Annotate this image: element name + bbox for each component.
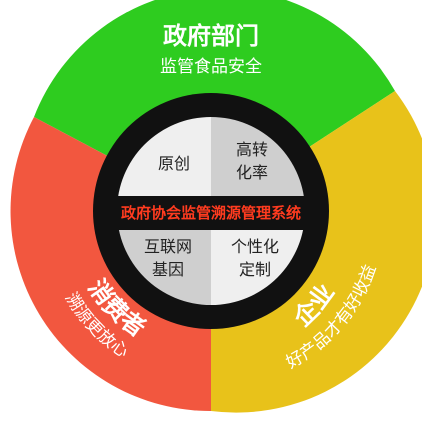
quadrant-bottom-right-label-2: 定制 xyxy=(239,260,271,279)
quadrant-bottom-right-label-1: 个性化 xyxy=(231,237,279,256)
quadrant-top-right-label-1: 高转 xyxy=(236,140,268,159)
quadrant-bottom-left xyxy=(117,211,211,305)
quadrant-bottom-left-label-2: 基因 xyxy=(152,260,184,279)
government-subtitle: 监管食品安全 xyxy=(160,57,262,77)
quadrant-bottom-left-label-1: 互联网 xyxy=(144,237,192,256)
quadrant-top-right xyxy=(211,117,305,211)
center-label: 政府协会监管溯源管理系统 xyxy=(121,204,301,222)
quadrant-top-right-label-2: 化率 xyxy=(236,163,268,182)
quadrant-top-left-label: 原创 xyxy=(158,154,190,173)
quadrant-top-left xyxy=(117,117,211,211)
quadrant-bottom-right xyxy=(211,211,305,305)
government-title: 政府部门 xyxy=(163,22,259,50)
center-band xyxy=(96,196,326,230)
